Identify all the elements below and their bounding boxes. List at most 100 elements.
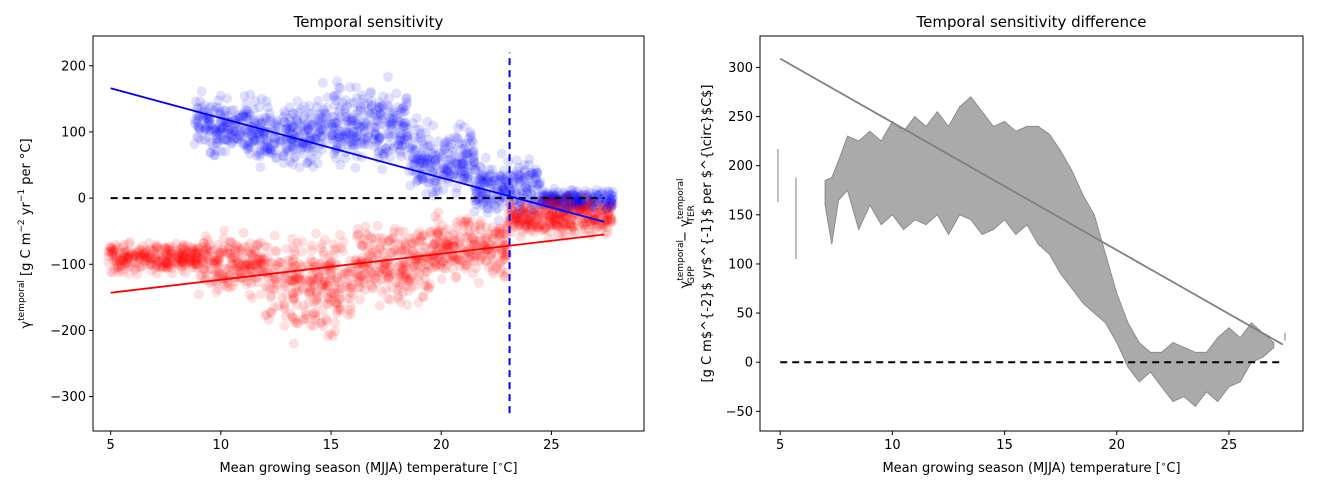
y-axis-label-minus: − [678, 227, 693, 246]
scatter-point [522, 186, 533, 197]
scatter-point [293, 318, 303, 329]
scatter-point [180, 259, 191, 270]
scatter-point [399, 106, 410, 117]
scatter-point [298, 300, 309, 311]
scatter-point [251, 259, 261, 270]
scatter-point [420, 127, 431, 138]
scatter-point [400, 121, 411, 132]
scatter-point [283, 142, 294, 153]
scatter-point [125, 250, 136, 261]
scatter-point [475, 200, 486, 211]
scatter-point [398, 118, 409, 129]
scatter-point [541, 189, 552, 199]
scatter-point [252, 241, 262, 251]
scatter-point [180, 267, 191, 278]
scatter-point [468, 138, 479, 148]
scatter-point [204, 102, 215, 113]
scatter-point [146, 252, 157, 263]
scatter-point [330, 111, 341, 122]
scatter-point [417, 292, 428, 302]
scatter-point [413, 175, 424, 186]
scatter-point [383, 102, 394, 113]
scatter-point [255, 256, 266, 267]
scatter-point [443, 147, 454, 158]
scatter-point [288, 122, 299, 133]
scatter-point [119, 246, 130, 257]
scatter-point [126, 260, 137, 271]
scatter-point [526, 168, 537, 178]
scatter-point [345, 98, 356, 109]
scatter-point [565, 194, 576, 205]
scatter-point [241, 98, 252, 109]
scatter-point [397, 103, 408, 114]
scatter-point [574, 204, 585, 215]
scatter-point [393, 140, 404, 150]
scatter-point [229, 252, 240, 263]
scatter-point [265, 144, 276, 155]
scatter-point [371, 105, 382, 116]
scatter-point [138, 249, 149, 260]
scatter-point [234, 267, 245, 277]
scatter-point [238, 264, 249, 275]
scatter-point [302, 124, 313, 135]
scatter-point [285, 116, 296, 127]
scatter-point [288, 338, 299, 349]
scatter-point [508, 177, 519, 188]
scatter-point [423, 134, 434, 145]
scatter-point [374, 102, 384, 113]
scatter-point [492, 203, 503, 214]
scatter-point [357, 139, 368, 149]
y-tick-label: −300 [50, 390, 86, 405]
scatter-point [146, 258, 157, 269]
scatter-point [184, 247, 195, 258]
scatter-point [162, 262, 173, 273]
scatter-point [475, 173, 486, 184]
scatter-point [160, 252, 171, 263]
scatter-point [335, 159, 346, 170]
scatter-point [320, 283, 331, 294]
scatter-point [438, 163, 449, 174]
scatter-point [265, 144, 276, 155]
scatter-point [549, 183, 560, 194]
scatter-point [469, 164, 480, 175]
scatter-point [251, 136, 262, 147]
scatter-point [463, 170, 474, 181]
scatter-point [212, 133, 223, 144]
scatter-point [395, 145, 406, 156]
scatter-point [214, 119, 225, 130]
scatter-point [200, 134, 211, 145]
scatter-point [569, 198, 580, 209]
scatter-point [241, 111, 252, 122]
scatter-point [443, 166, 454, 177]
scatter-point [421, 188, 432, 199]
scatter-point [481, 194, 492, 205]
scatter-point [414, 158, 425, 169]
scatter-point [306, 271, 316, 282]
scatter-point [129, 257, 140, 268]
scatter-point [254, 265, 265, 276]
scatter-point [327, 130, 338, 141]
scatter-point [123, 246, 134, 257]
scatter-point [447, 171, 458, 182]
scatter-point [242, 257, 253, 268]
scatter-point [348, 130, 359, 141]
scatter-point [534, 178, 545, 189]
scatter-point [483, 177, 494, 188]
scatter-point [484, 164, 495, 175]
scatter-point [251, 150, 262, 161]
scatter-point [601, 203, 612, 214]
scatter-point [278, 151, 289, 162]
scatter-point [233, 262, 244, 273]
scatter-point [363, 130, 374, 141]
scatter-point [448, 143, 459, 154]
scatter-point [598, 200, 609, 210]
scatter-point [365, 108, 376, 119]
scatter-point [269, 230, 280, 241]
scatter-point [417, 173, 428, 184]
scatter-point [389, 223, 400, 234]
scatter-point [410, 154, 421, 165]
scatter-point [398, 226, 409, 237]
scatter-point [452, 182, 463, 193]
difference-band [777, 96, 1286, 408]
scatter-point [214, 135, 225, 146]
